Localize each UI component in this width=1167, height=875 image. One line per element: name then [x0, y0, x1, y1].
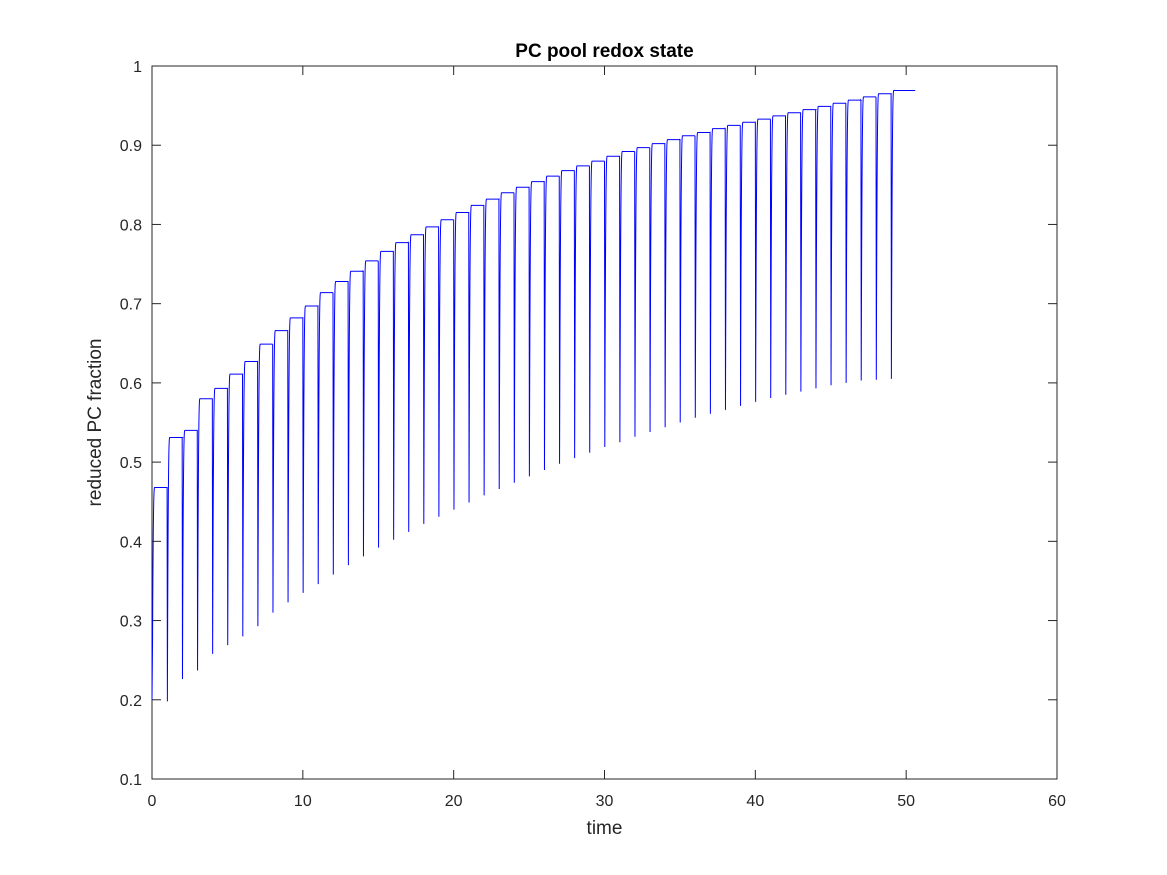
x-axis-label: time — [587, 818, 623, 839]
x-tick-label: 30 — [596, 793, 614, 810]
y-tick-label: 1 — [133, 59, 142, 76]
series-line — [151, 90, 916, 702]
y-tick-label: 0.1 — [120, 772, 142, 789]
y-axis-label: reduced PC fraction — [85, 339, 106, 507]
y-tick-label: 0.5 — [120, 455, 142, 472]
x-axis-ticks: 0 10 20 30 40 50 60 — [148, 66, 1066, 810]
x-tick-label: 0 — [148, 793, 157, 810]
y-axis-ticks: 0.1 0.2 0.3 0.4 0.5 0.6 0.7 0.8 0.9 1 — [120, 59, 1057, 789]
chart-title: PC pool redox state — [515, 41, 693, 62]
x-tick-label: 40 — [746, 793, 764, 810]
y-tick-label: 0.6 — [120, 376, 142, 393]
x-tick-label: 10 — [294, 793, 312, 810]
y-tick-label: 0.9 — [120, 138, 142, 155]
y-tick-label: 0.8 — [120, 217, 142, 234]
plot-area: 0 10 20 30 40 50 60 0.10.20.30.40.50.60.70.80.… — [120, 59, 1066, 810]
y-tick-label: 0.7 — [120, 297, 142, 314]
x-tick-label: 20 — [445, 793, 463, 810]
y-tick-label: 0.2 — [120, 693, 142, 710]
y-tick-label: 0.3 — [120, 614, 142, 631]
x-tick-label: 50 — [897, 793, 915, 810]
x-tick-label: 60 — [1048, 793, 1066, 810]
y-tick-label: 0.4 — [120, 534, 142, 551]
